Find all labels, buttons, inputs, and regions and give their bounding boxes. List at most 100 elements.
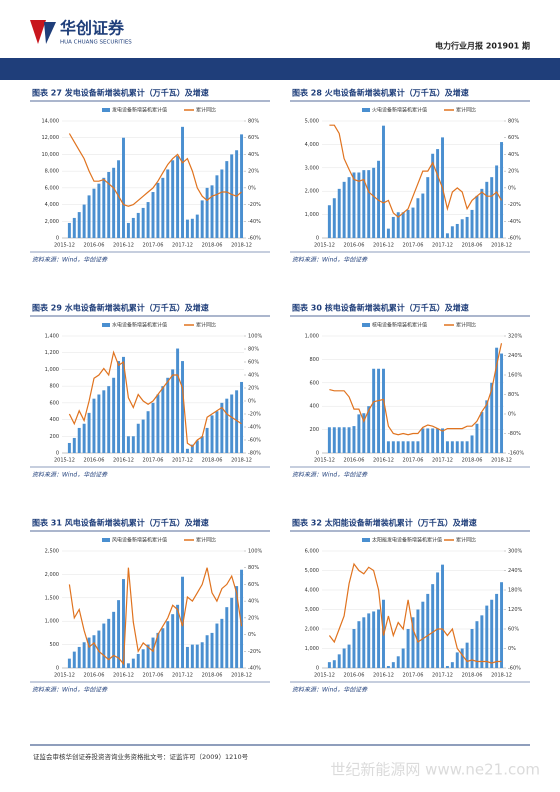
y2-tick-label: 160% <box>508 373 523 379</box>
bar <box>72 217 76 238</box>
y2-tick-label: 0% <box>248 185 256 191</box>
bar <box>332 427 336 453</box>
y2-tick-label: -60% <box>508 236 521 242</box>
bar <box>235 390 239 453</box>
x-tick-label: 2018-12 <box>491 673 512 679</box>
bar <box>411 207 415 238</box>
bar <box>445 441 449 453</box>
bar <box>485 605 489 668</box>
bar <box>391 441 395 453</box>
y2-tick-label: 0% <box>248 632 256 638</box>
x-tick-label: 2018-06 <box>202 673 223 679</box>
y2-tick-label: 40% <box>508 152 519 158</box>
bar <box>460 219 464 238</box>
x-tick-label: 2017-06 <box>403 243 424 249</box>
y2-tick-label: 180% <box>508 588 523 594</box>
y2-tick-label: -80% <box>248 451 261 457</box>
bar <box>117 160 121 238</box>
line <box>68 567 243 666</box>
y-tick-label: 2,500 <box>45 549 59 555</box>
x-tick-label: 2016-12 <box>373 458 394 464</box>
bar <box>117 600 121 668</box>
bar <box>97 183 101 238</box>
bar <box>490 177 494 238</box>
x-tick-label: 2015-12 <box>314 243 335 249</box>
bar <box>67 222 71 238</box>
bar <box>401 441 405 453</box>
bar <box>112 167 116 238</box>
bar <box>166 377 170 453</box>
source: 资料来源：Wind，华创证券 <box>292 471 368 479</box>
bar <box>195 644 199 668</box>
bar <box>102 390 106 453</box>
bar <box>181 126 184 238</box>
figure-title: 图表 27 发电设备新增装机累计（万千瓦）及增速 <box>32 88 209 98</box>
bar <box>396 656 400 668</box>
legend-label: 水电设备新增装机累计值 <box>112 322 167 329</box>
bar <box>455 652 459 668</box>
bar <box>151 402 155 453</box>
y-tick-label: 3,000 <box>305 165 319 171</box>
bar <box>377 368 381 453</box>
logo-en: HUA CHUANG SECURITIES <box>60 40 132 46</box>
y2-tick-label: -20% <box>248 412 261 418</box>
y-tick-label: 1,000 <box>305 334 319 340</box>
bar <box>362 413 366 453</box>
bar <box>352 426 356 453</box>
bar <box>67 442 71 453</box>
bar <box>141 419 145 453</box>
bar <box>166 169 170 238</box>
y2-tick-label: 40% <box>248 373 259 379</box>
bar <box>72 437 76 453</box>
y-tick-label: 10,000 <box>42 152 60 158</box>
bar <box>411 441 415 453</box>
x-tick-label: 2016-12 <box>373 243 394 249</box>
y-tick-label: 14,000 <box>42 119 60 125</box>
y2-tick-label: 80% <box>248 565 259 571</box>
legend-label: 累计同比 <box>196 537 216 544</box>
x-tick-label: 2016-06 <box>84 458 105 464</box>
bar <box>156 182 160 238</box>
bar <box>151 192 155 238</box>
bar <box>421 428 425 453</box>
bar <box>445 666 449 668</box>
bar <box>500 353 504 453</box>
bar <box>176 604 180 668</box>
y2-tick-label: 320% <box>508 334 523 340</box>
bar <box>377 609 381 668</box>
y2-tick-label: 20% <box>248 169 259 175</box>
y2-tick-label: 100% <box>248 334 263 340</box>
bar <box>342 648 346 668</box>
bar <box>230 394 234 453</box>
bar <box>416 198 420 238</box>
bar <box>500 142 504 238</box>
source: 资料来源：Wind，华创证券 <box>32 686 108 694</box>
bar <box>210 185 214 238</box>
bar <box>500 582 504 668</box>
legend-swatch <box>102 323 110 327</box>
legend-swatch <box>362 323 370 327</box>
bar <box>465 642 469 668</box>
bar <box>386 228 390 238</box>
y2-tick-label: 60% <box>508 627 519 633</box>
bar <box>460 441 464 453</box>
bar <box>495 165 499 238</box>
bar <box>200 200 204 238</box>
legend-swatch <box>362 108 370 112</box>
x-tick-label: 2018-06 <box>462 243 483 249</box>
line <box>329 343 503 436</box>
y2-tick-label: -20% <box>508 202 521 208</box>
bar <box>67 658 71 668</box>
bar <box>151 637 155 668</box>
bar <box>401 212 405 238</box>
bar <box>230 154 234 238</box>
source: 资料来源：Wind，华创证券 <box>32 471 108 479</box>
bar <box>347 427 351 453</box>
bar <box>171 614 175 668</box>
bar <box>92 398 96 453</box>
x-tick-label: 2016-12 <box>113 243 134 249</box>
x-tick-label: 2016-06 <box>344 243 365 249</box>
bar <box>210 632 214 668</box>
bar <box>181 361 184 453</box>
x-tick-label: 2016-06 <box>344 458 365 464</box>
